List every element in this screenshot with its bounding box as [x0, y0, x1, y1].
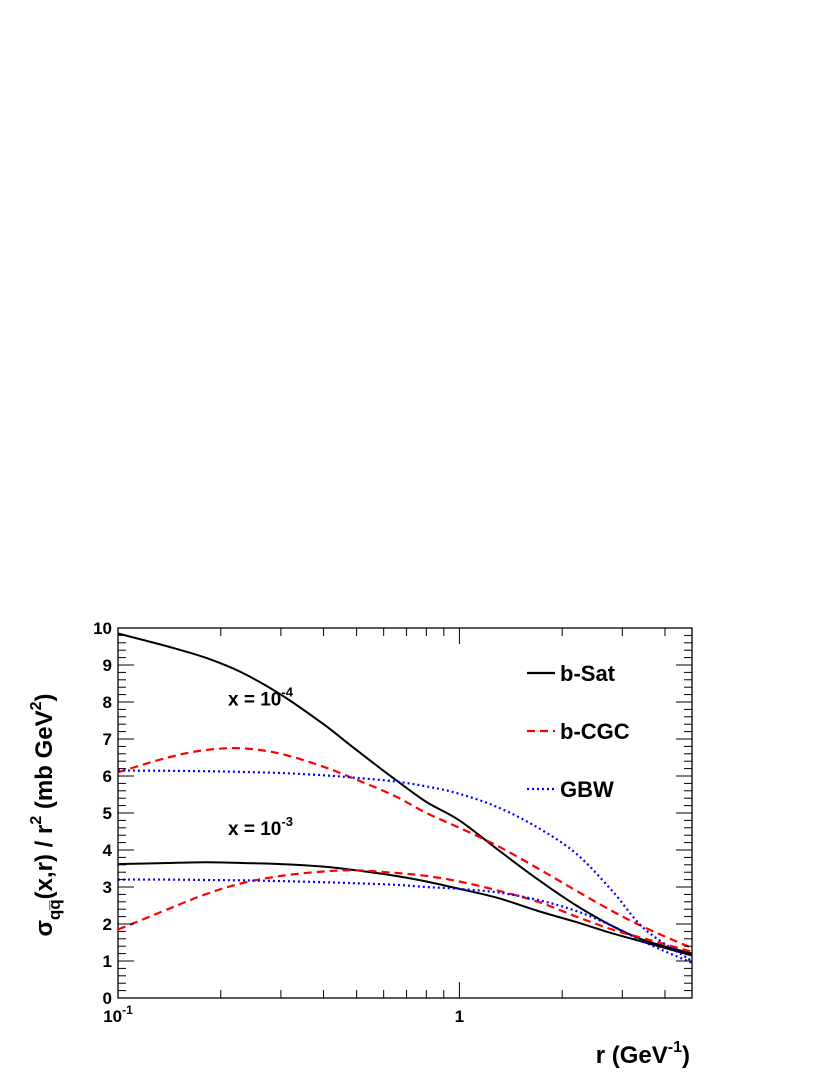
annotation-label-exp: -3 — [281, 814, 293, 829]
series-line-b-sat-x1e-4 — [117, 632, 693, 955]
x-tick-label: 1 — [455, 1007, 464, 1026]
y-axis-title-units: (mb GeV — [31, 710, 58, 815]
x-axis-title-close: ) — [682, 1042, 690, 1069]
series-line-gbw-x1e-4 — [117, 769, 693, 962]
y-axis-title-subscript: qq̅ — [45, 899, 64, 920]
legend-entry-b-cgc: b-CGC — [560, 719, 630, 744]
y-tick-label: 2 — [103, 915, 112, 934]
y-tick-label: 0 — [103, 989, 112, 1008]
annotation-label-base: x = 10 — [228, 690, 281, 711]
annotation-label: x = 10-3 — [228, 814, 293, 840]
legend-entry-gbw: GBW — [560, 777, 614, 802]
legend-entry-b-sat: b-Sat — [560, 661, 616, 686]
x-tick-label-exp: -1 — [122, 1003, 133, 1017]
annotation-label-exp: -4 — [281, 685, 293, 700]
y-tick-label: 5 — [103, 804, 112, 823]
series-line-b-cgc-x1e-3 — [117, 869, 693, 953]
y-axis-title-units-sup: 2 — [28, 701, 45, 710]
x-axis-title: r (GeV-1) — [596, 1039, 690, 1069]
y-tick-label: 3 — [103, 878, 112, 897]
x-tick-label-base: 10 — [103, 1007, 122, 1026]
annotation-label-base: x = 10 — [228, 819, 281, 840]
x-axis-title-main: r (GeV — [596, 1042, 668, 1069]
curves-layer — [117, 632, 693, 964]
series-line-b-sat-x1e-3 — [117, 861, 693, 957]
legend: b-Sat b-CGC GBW — [527, 661, 630, 802]
y-axis-title-sup: 2 — [28, 816, 45, 825]
y-tick-label: 1 — [103, 952, 112, 971]
y-tick-label: 7 — [103, 730, 112, 749]
y-axis-title-sigma: σ — [31, 920, 58, 936]
y-tick-label: 10 — [93, 619, 112, 638]
y-tick-label: 6 — [103, 767, 112, 786]
y-tick-label: 9 — [103, 656, 112, 675]
x-tick-label-base: 1 — [455, 1007, 464, 1026]
y-tick-label: 8 — [103, 693, 112, 712]
x-tick-label: 10-1 — [103, 1003, 133, 1026]
x-axis-title-sup: -1 — [668, 1039, 682, 1056]
series-line-b-cgc-x1e-4 — [117, 746, 693, 950]
annotation-label: x = 10-4 — [228, 685, 294, 711]
y-tick-label: 4 — [103, 841, 113, 860]
y-axis-title: σqq̅(x,r) / r2 (mb GeV2) — [28, 693, 64, 936]
series-line-gbw-x1e-3 — [117, 878, 693, 964]
y-axis-title-close: ) — [31, 693, 58, 701]
y-axis-title-main: (x,r) / r — [31, 825, 58, 900]
annotations-layer: x = 10-4x = 10-3 — [228, 685, 294, 841]
